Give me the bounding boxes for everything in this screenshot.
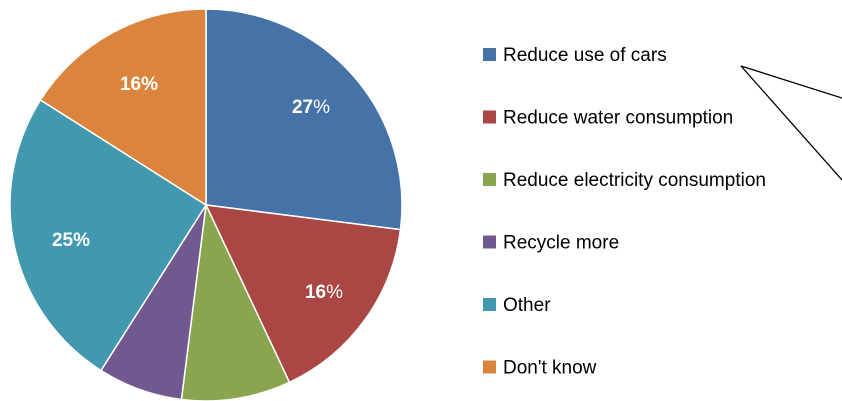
legend-label: Recycle more [503, 233, 619, 254]
pie-slice-5 [39, 8, 207, 207]
legend-label: Other [503, 295, 551, 316]
data-label-value: 16% [120, 74, 158, 95]
legend-label: Reduce water consumption [503, 108, 733, 129]
annotation-arrow [740, 65, 842, 181]
legend-swatch [483, 235, 496, 249]
legend-item-2: Reduce electricity consumption [483, 170, 766, 191]
legend-swatch [483, 173, 496, 186]
legend: Reduce use of cars Reduce water consumpti… [483, 45, 766, 379]
legend-swatch [483, 48, 496, 61]
legend-item-1: Reduce water consumption [483, 108, 733, 129]
legend-swatch [483, 110, 496, 124]
pie-slice-1 [204, 204, 402, 384]
pie-slice-4 [9, 98, 208, 372]
data-label-value: 25% [52, 230, 90, 251]
data-label-value: 27 [292, 97, 313, 118]
legend-item-0: Reduce use of cars [483, 45, 667, 66]
legend-swatch [483, 298, 496, 311]
data-label-percent: % [326, 282, 343, 303]
legend-label: Don't know [503, 358, 597, 379]
data-label-percent: % [313, 97, 330, 118]
data-labels: 27%16%25%16% [52, 74, 343, 303]
data-label-0: 27% [292, 97, 330, 118]
data-label-4: 25% [52, 230, 90, 251]
pie-slices [9, 8, 403, 401]
legend-label: Reduce electricity consumption [503, 170, 766, 191]
legend-item-5: Don't know [483, 358, 597, 379]
pie-slice-2 [180, 202, 291, 401]
legend-item-4: Other [483, 295, 551, 316]
data-label-1: 16% [305, 282, 343, 303]
legend-label: Reduce use of cars [503, 45, 667, 66]
data-label-value: 16 [305, 282, 326, 303]
data-label-5: 16% [120, 74, 158, 95]
legend-swatch [483, 360, 496, 374]
pie-slice-0 [205, 8, 403, 231]
legend-item-3: Recycle more [483, 233, 619, 254]
